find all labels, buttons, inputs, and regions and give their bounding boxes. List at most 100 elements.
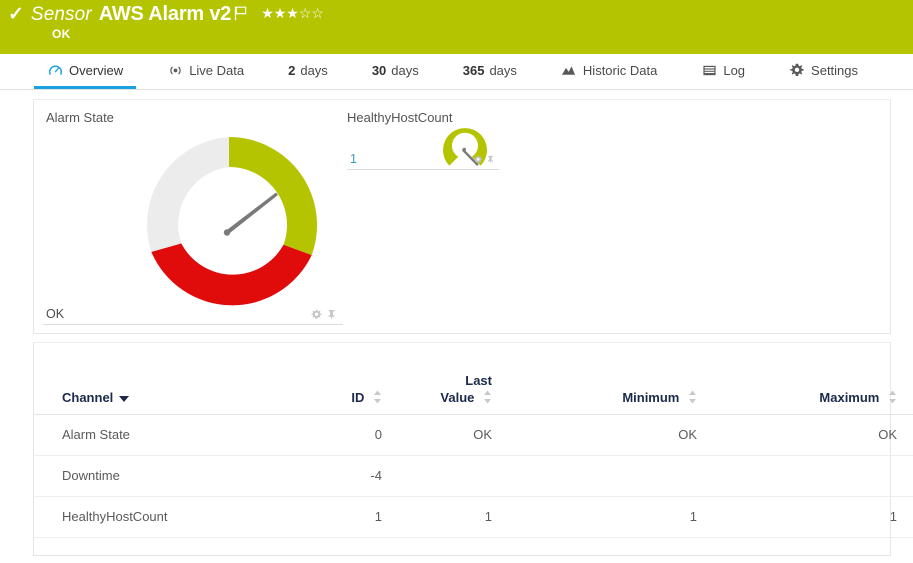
gauge-hub [462, 147, 466, 152]
pin-icon[interactable] [326, 309, 337, 320]
column-header-channel[interactable]: Channel [34, 373, 277, 415]
tab-2-days[interactable]: 2 days [275, 54, 341, 89]
caret-down-icon [119, 395, 130, 402]
channels-table-body: Alarm State 0 OK OK OK [34, 414, 913, 538]
table-header-row: Channel ID [34, 373, 913, 415]
cell-channel: Alarm State [34, 414, 277, 456]
tab-30-days-number: 30 [371, 62, 387, 78]
tab-historic-data-label: Historic Data [582, 62, 658, 78]
gauge-needle [462, 148, 479, 166]
widget-alarm-state-value: OK [46, 307, 65, 321]
gauge-icon [47, 62, 63, 78]
widget-alarm-state-tools [311, 309, 337, 320]
cell-actions[interactable] [897, 455, 913, 497]
tab-live-data-label: Live Data [189, 62, 245, 78]
gauge-segment-alarm [151, 243, 312, 306]
gauge-segment-unknown [147, 137, 229, 252]
channels-card: Channel ID [33, 342, 913, 556]
tab-bar: Overview Live Data 2 days 30 days 365 da… [0, 54, 913, 90]
cell-last-value: OK [382, 414, 492, 456]
gauge-segment-ok [443, 128, 487, 166]
column-header-maximum[interactable]: Maximum [697, 373, 897, 415]
chart-icon [561, 62, 577, 78]
pin-icon[interactable] [486, 154, 495, 163]
cell-id: -4 [277, 455, 382, 497]
object-kind-label: Sensor [30, 4, 92, 25]
live-signal-icon [167, 62, 183, 78]
cell-minimum: 1 [492, 496, 697, 538]
sort-updown-icon [373, 390, 382, 407]
sort-updown-icon [483, 390, 492, 407]
sensor-status-text: OK [52, 27, 71, 41]
tab-log[interactable]: Log [688, 54, 758, 89]
tab-365-days-label: days [489, 62, 517, 78]
tab-historic-data[interactable]: Historic Data [548, 54, 670, 89]
column-header-last-value-line1: Last [465, 373, 492, 388]
priority-rating[interactable]: ★★★☆☆ [261, 5, 324, 21]
header-title-row: ✓ Sensor AWS Alarm v2 ★★★☆☆ [8, 3, 324, 26]
sensor-header: ✓ Sensor AWS Alarm v2 ★★★☆☆ OK [0, 0, 913, 54]
widget-healthyhostcount[interactable]: HealthyHostCount 1 [347, 110, 499, 170]
widget-alarm-state-footer: OK [43, 307, 343, 325]
table-row[interactable]: HealthyHostCount 1 1 1 1 [34, 496, 913, 538]
cell-maximum [697, 455, 897, 497]
cell-actions[interactable] [897, 414, 913, 456]
channels-table: Channel ID [34, 373, 913, 538]
column-header-minimum[interactable]: Minimum [492, 373, 697, 415]
widget-alarm-state-title: Alarm State [46, 110, 114, 125]
gauge-hub [223, 229, 231, 236]
column-header-actions [897, 373, 913, 415]
status-check-icon: ✓ [8, 4, 24, 25]
column-header-id[interactable]: ID [277, 373, 382, 415]
cell-maximum: OK [697, 414, 897, 456]
gauges-card: Alarm State [33, 99, 891, 334]
table-row[interactable]: Alarm State 0 OK OK OK [34, 414, 913, 456]
cell-channel: HealthyHostCount [34, 496, 277, 538]
gauge-healthyhostcount [440, 125, 490, 175]
gear-icon[interactable] [474, 154, 483, 163]
cell-minimum [492, 455, 697, 497]
cell-maximum: 1 [697, 496, 897, 538]
column-header-minimum-label: Minimum [622, 390, 680, 405]
widget-healthyhostcount-footer: 1 [347, 152, 499, 170]
tab-365-days[interactable]: 365 days [450, 54, 530, 89]
flag-icon[interactable] [234, 6, 247, 21]
tab-settings[interactable]: Settings [776, 54, 871, 89]
log-icon [701, 62, 717, 78]
gear-icon [789, 62, 805, 78]
sort-updown-icon [688, 390, 697, 407]
cell-last-value [382, 455, 492, 497]
gauge-alarm-state [139, 135, 319, 315]
column-header-last-value[interactable]: Last Value [382, 373, 492, 415]
tab-2-days-number: 2 [288, 62, 296, 78]
tab-overview-label: Overview [69, 62, 124, 78]
column-header-last-value-line2: Value [440, 390, 475, 405]
cell-channel: Downtime [34, 455, 277, 497]
page-title[interactable]: AWS Alarm v2 [98, 3, 232, 25]
cell-actions[interactable] [897, 496, 913, 538]
tab-live-data[interactable]: Live Data [154, 54, 257, 89]
gauge-segment-ok [229, 137, 318, 256]
tab-30-days-label: days [391, 62, 419, 78]
overview-content: Alarm State [0, 99, 913, 556]
widget-alarm-state[interactable]: Alarm State [43, 110, 343, 325]
column-header-maximum-label: Maximum [819, 390, 880, 405]
channels-table-head: Channel ID [34, 373, 913, 415]
gear-icon[interactable] [311, 309, 322, 320]
tab-365-days-number: 365 [462, 62, 485, 78]
widget-healthyhostcount-value[interactable]: 1 [350, 152, 357, 166]
column-header-channel-label: Channel [62, 390, 114, 405]
tab-30-days[interactable]: 30 days [359, 54, 432, 89]
tab-log-label: Log [723, 62, 746, 78]
table-row[interactable]: Downtime -4 [34, 455, 913, 497]
gauge-needle [225, 192, 278, 235]
widget-healthyhostcount-tools [474, 154, 495, 163]
tab-settings-label: Settings [811, 62, 859, 78]
cell-last-value[interactable]: 1 [382, 496, 492, 538]
widget-healthyhostcount-title: HealthyHostCount [347, 110, 453, 125]
cell-id: 1 [277, 496, 382, 538]
tab-overview[interactable]: Overview [34, 54, 137, 89]
tab-2-days-label: days [300, 62, 328, 78]
cell-minimum: OK [492, 414, 697, 456]
cell-id: 0 [277, 414, 382, 456]
